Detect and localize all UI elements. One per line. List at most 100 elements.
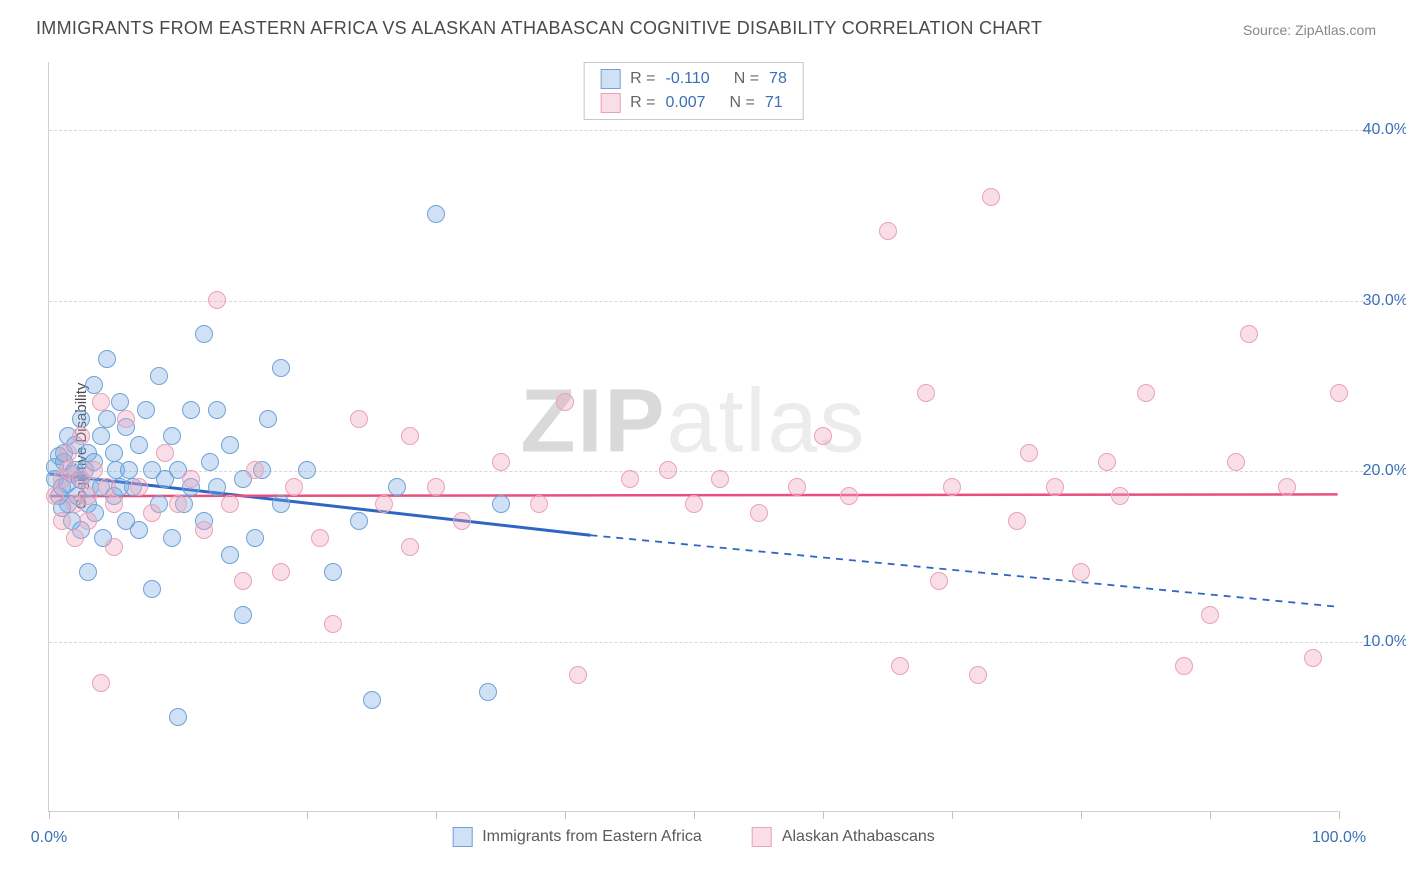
data-point [711,470,729,488]
data-point [621,470,639,488]
x-tick [1081,811,1082,819]
x-tick [823,811,824,819]
data-point [92,393,110,411]
data-point [401,538,419,556]
data-point [1304,649,1322,667]
data-point [182,470,200,488]
data-point [1201,606,1219,624]
correlation-legend-row: R = -0.110N = 78 [584,67,803,91]
data-point [1072,563,1090,581]
data-point [530,495,548,513]
data-point [1175,657,1193,675]
data-point [569,666,587,684]
legend-label: Immigrants from Eastern Africa [482,828,702,846]
correlation-legend: R = -0.110N = 78R = 0.007N = 71 [583,62,804,120]
x-tick [307,811,308,819]
data-point [1137,384,1155,402]
data-point [98,410,116,428]
data-point [492,453,510,471]
data-point [1227,453,1245,471]
gridline [49,130,1378,131]
x-tick-label: 100.0% [1312,829,1366,847]
x-tick-label: 0.0% [31,829,67,847]
legend-item: Alaskan Athabascans [752,827,935,847]
data-point [182,401,200,419]
data-point [879,222,897,240]
data-point [79,487,97,505]
correlation-legend-row: R = 0.007N = 71 [584,91,803,115]
gridline [49,642,1378,643]
data-point [401,427,419,445]
trend-line-dashed [590,535,1337,606]
n-value: 71 [765,94,783,112]
data-point [72,410,90,428]
data-point [195,325,213,343]
data-point [427,478,445,496]
data-point [208,401,226,419]
trend-lines-layer [49,62,1338,811]
data-point [788,478,806,496]
chart-plot-area: ZIPatlas 10.0%20.0%30.0%40.0%0.0%100.0%R… [48,62,1338,812]
data-point [79,563,97,581]
data-point [169,708,187,726]
data-point [143,580,161,598]
data-point [272,563,290,581]
x-tick [1210,811,1211,819]
data-point [156,444,174,462]
data-point [163,529,181,547]
data-point [221,546,239,564]
data-point [195,521,213,539]
data-point [221,495,239,513]
data-point [130,478,148,496]
r-value: -0.110 [666,70,710,88]
data-point [814,427,832,445]
y-tick-label: 10.0% [1363,633,1406,651]
x-tick [49,811,50,819]
data-point [120,461,138,479]
y-tick-label: 20.0% [1363,462,1406,480]
data-point [130,521,148,539]
legend-swatch [752,827,772,847]
source-label: Source: ZipAtlas.com [1243,22,1376,38]
x-tick [1339,811,1340,819]
data-point [53,512,71,530]
data-point [1278,478,1296,496]
data-point [150,367,168,385]
data-point [930,572,948,590]
data-point [117,410,135,428]
data-point [105,444,123,462]
data-point [137,401,155,419]
x-tick [565,811,566,819]
data-point [311,529,329,547]
data-point [169,495,187,513]
r-value: 0.007 [666,94,706,112]
data-point [375,495,393,513]
data-point [130,436,148,454]
data-point [350,512,368,530]
data-point [85,376,103,394]
legend-swatch [452,827,472,847]
data-point [259,410,277,428]
data-point [105,495,123,513]
y-tick-label: 40.0% [1363,121,1406,139]
data-point [143,504,161,522]
data-point [891,657,909,675]
data-point [59,444,77,462]
data-point [969,666,987,684]
data-point [208,291,226,309]
x-tick [178,811,179,819]
data-point [72,427,90,445]
data-point [298,461,316,479]
data-point [943,478,961,496]
data-point [92,674,110,692]
data-point [98,350,116,368]
data-point [46,487,64,505]
data-point [1111,487,1129,505]
data-point [285,478,303,496]
data-point [1330,384,1348,402]
gridline [49,301,1378,302]
data-point [556,393,574,411]
data-point [105,538,123,556]
data-point [1020,444,1038,462]
data-point [324,615,342,633]
